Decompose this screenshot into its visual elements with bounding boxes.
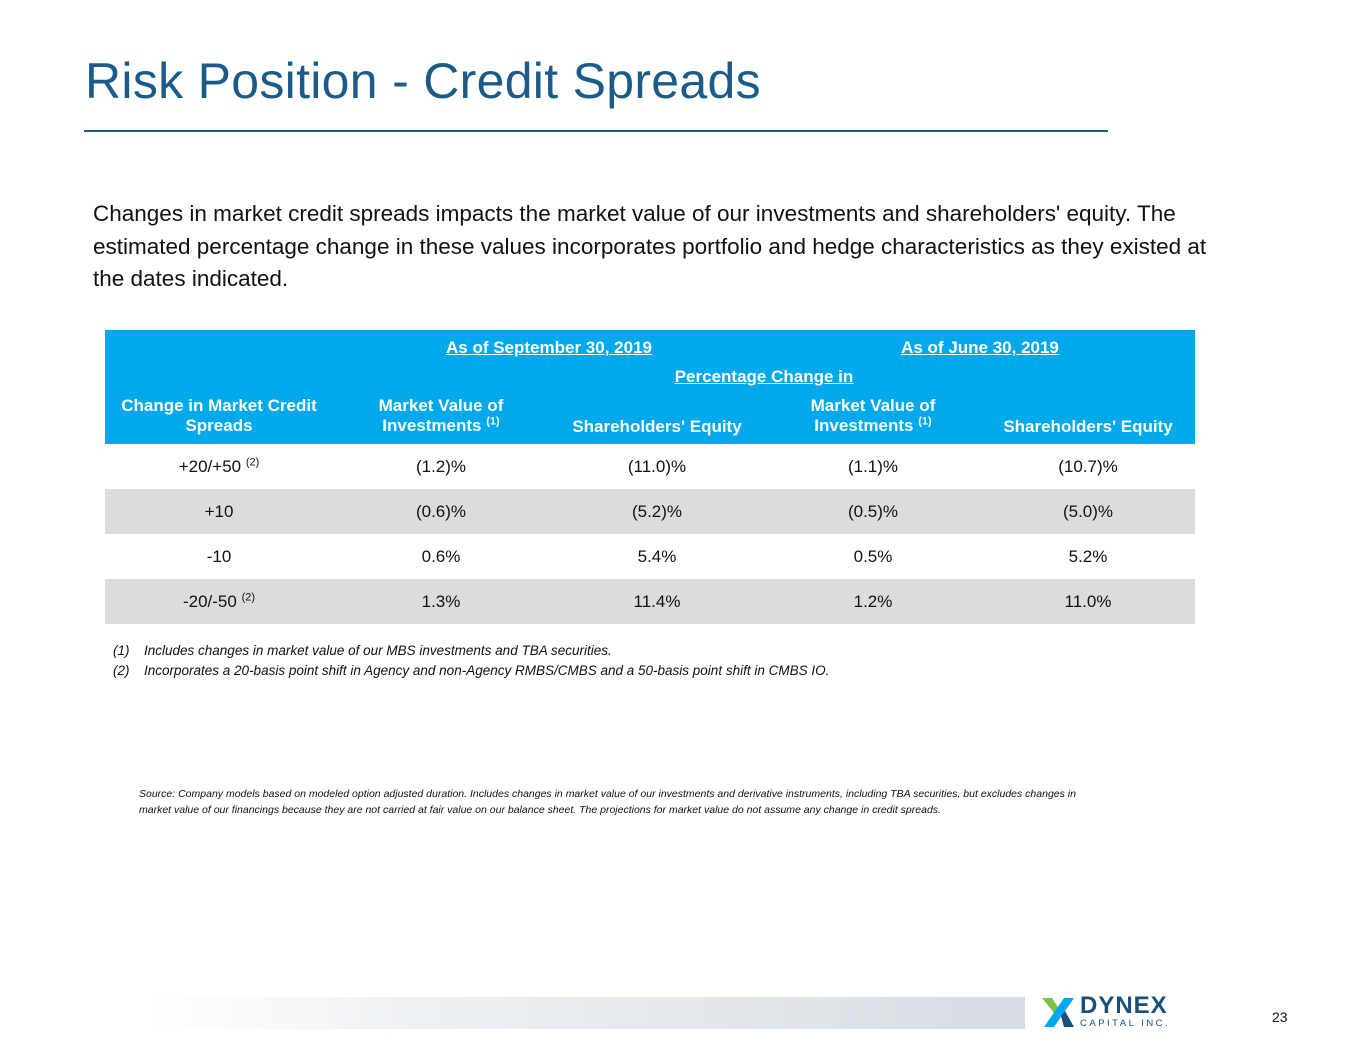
header-row-periods: As of September 30, 2019 As of June 30, …: [105, 330, 1195, 362]
table-header: As of September 30, 2019 As of June 30, …: [105, 330, 1195, 444]
footnote-1: (1) Includes changes in market value of o…: [113, 643, 612, 658]
mv-sep-value: 0.6%: [421, 547, 461, 566]
mv-sep-value: (1.2)%: [415, 457, 467, 476]
eq-jun-value: 5.2%: [1068, 547, 1108, 566]
row-label: -10: [206, 547, 232, 566]
dynex-logo: DYNEX CAPITAL INC.: [1040, 992, 1180, 1032]
col-header-eq-sep: Shareholders' Equity: [572, 417, 742, 436]
table-row: +10 (0.6)% (5.2)% (0.5)% (5.0)%: [105, 489, 1195, 534]
eq-jun-value: (10.7)%: [1058, 457, 1118, 476]
mv-jun-value: (1.1)%: [847, 457, 899, 476]
col-header-mv-sep: Market Value of Investments (1): [378, 396, 504, 435]
footer-band: [150, 997, 1025, 1029]
eq-jun-value: 11.0%: [1064, 592, 1112, 611]
period-jun-2019: As of June 30, 2019: [901, 338, 1059, 357]
eq-jun-value: (5.0)%: [1062, 502, 1114, 521]
col-header-mv-jun: Market Value of Investments (1): [810, 396, 936, 435]
eq-sep-value: (5.2)%: [631, 502, 683, 521]
footnotes: (1) Includes changes in market value of o…: [113, 641, 829, 681]
row-label: +20/+50 (2): [178, 456, 260, 476]
dynex-logo-mark-icon: [1042, 998, 1074, 1027]
mv-jun-value: (0.5)%: [847, 502, 899, 521]
row-label: -20/-50 (2): [182, 591, 256, 611]
col-header-change: Change in Market Credit Spreads: [121, 396, 317, 435]
mv-jun-value: 1.2%: [853, 592, 893, 611]
page-title: Risk Position - Credit Spreads: [85, 53, 761, 109]
footnote-2: (2) Incorporates a 20-basis point shift i…: [113, 663, 830, 678]
table-row: -20/-50 (2) 1.3% 11.4% 1.2% 11.0%: [105, 579, 1195, 624]
logo-wordmark: DYNEX: [1080, 992, 1168, 1019]
credit-spread-table: As of September 30, 2019 As of June 30, …: [105, 330, 1195, 624]
pct-change-header: Percentage Change in: [674, 367, 854, 386]
col-header-eq-jun: Shareholders' Equity: [1003, 417, 1173, 436]
page-number: 23: [1272, 1009, 1288, 1025]
intro-paragraph: Changes in market credit spreads impacts…: [93, 201, 1207, 291]
period-sep-2019: As of September 30, 2019: [446, 338, 652, 357]
eq-sep-value: (11.0)%: [627, 457, 687, 476]
table-row: -10 0.6% 5.4% 0.5% 5.2%: [105, 534, 1195, 579]
mv-sep-value: (0.6)%: [415, 502, 467, 521]
source-note: Source: Company models based on modeled …: [139, 788, 1076, 816]
title-divider: [84, 130, 1108, 132]
logo-subtitle: CAPITAL INC.: [1080, 1018, 1171, 1029]
mv-sep-value: 1.3%: [421, 592, 461, 611]
table-row: +20/+50 (2) (1.2)% (11.0)% (1.1)% (10.7)…: [105, 444, 1195, 489]
eq-sep-value: 5.4%: [637, 547, 677, 566]
header-row-pct: Percentage Change in: [105, 362, 1195, 392]
header-row-columns: Change in Market Credit Spreads Market V…: [105, 392, 1195, 444]
row-label: +10: [204, 502, 234, 521]
mv-jun-value: 0.5%: [853, 547, 893, 566]
eq-sep-value: 11.4%: [633, 592, 681, 611]
